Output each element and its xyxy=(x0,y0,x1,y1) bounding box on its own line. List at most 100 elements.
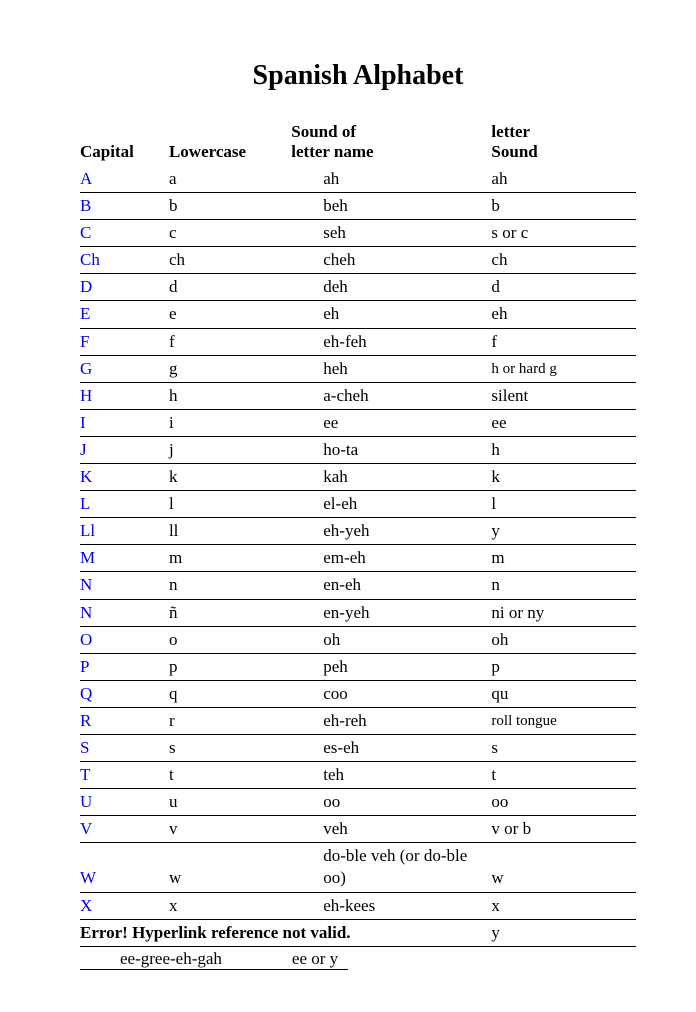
error-letter-sound: y xyxy=(491,919,636,946)
table-row: Aaahah xyxy=(80,166,636,193)
lowercase-cell: d xyxy=(169,274,291,301)
sound-name-cell: ho-ta xyxy=(291,436,491,463)
table-row: Rreh-rehroll tongue xyxy=(80,707,636,734)
capital-link[interactable]: F xyxy=(80,332,89,351)
capital-link[interactable]: Ll xyxy=(80,521,95,540)
table-row: Ffeh-fehf xyxy=(80,328,636,355)
capital-cell: P xyxy=(80,653,169,680)
lowercase-cell: n xyxy=(169,572,291,599)
letter-sound-cell: t xyxy=(491,762,636,789)
letter-sound-cell: k xyxy=(491,464,636,491)
sound-name-cell: en-eh xyxy=(291,572,491,599)
table-row: Dddehd xyxy=(80,274,636,301)
letter-sound-cell: oo xyxy=(491,789,636,816)
capital-link[interactable]: U xyxy=(80,792,92,811)
table-row: Iieeee xyxy=(80,409,636,436)
capital-link[interactable]: J xyxy=(80,440,87,459)
lowercase-cell: f xyxy=(169,328,291,355)
sound-name-cell: veh xyxy=(291,816,491,843)
col-header-lowercase: Lowercase xyxy=(169,120,291,166)
letter-sound-cell: n xyxy=(491,572,636,599)
letter-sound-cell: eh xyxy=(491,301,636,328)
lowercase-cell: a xyxy=(169,166,291,193)
table-row: Wwdo-ble veh (or do-ble oo)w xyxy=(80,843,636,892)
capital-link[interactable]: B xyxy=(80,196,91,215)
lowercase-cell: s xyxy=(169,734,291,761)
letter-sound-cell: ee xyxy=(491,409,636,436)
capital-link[interactable]: I xyxy=(80,413,86,432)
table-row: Sses-ehs xyxy=(80,734,636,761)
capital-link[interactable]: N xyxy=(80,575,92,594)
capital-cell: M xyxy=(80,545,169,572)
capital-cell: U xyxy=(80,789,169,816)
sound-name-cell: beh xyxy=(291,193,491,220)
capital-link[interactable]: Ch xyxy=(80,250,100,269)
table-row: Xxeh-keesx xyxy=(80,892,636,919)
capital-link[interactable]: C xyxy=(80,223,91,242)
table-row: Mmem-ehm xyxy=(80,545,636,572)
capital-link[interactable]: K xyxy=(80,467,92,486)
sound-name-cell: eh-feh xyxy=(291,328,491,355)
letter-sound-cell: ni or ny xyxy=(491,599,636,626)
capital-link[interactable]: A xyxy=(80,169,92,188)
capital-link[interactable]: X xyxy=(80,896,92,915)
letter-sound-cell: s xyxy=(491,734,636,761)
lowercase-cell: u xyxy=(169,789,291,816)
lowercase-cell: b xyxy=(169,193,291,220)
capital-cell: T xyxy=(80,762,169,789)
col-header-sound-l2: letter name xyxy=(291,142,373,161)
capital-link[interactable]: M xyxy=(80,548,95,567)
capital-cell: V xyxy=(80,816,169,843)
table-row: Chchchehch xyxy=(80,247,636,274)
capital-link[interactable]: N xyxy=(80,603,92,622)
sound-name-cell: es-eh xyxy=(291,734,491,761)
document-page: Spanish Alphabet Capital Lowercase Sound… xyxy=(0,0,696,1012)
lowercase-cell: ñ xyxy=(169,599,291,626)
letter-sound-cell: roll tongue xyxy=(491,707,636,734)
capital-cell: C xyxy=(80,220,169,247)
table-row: Nnen-ehn xyxy=(80,572,636,599)
sound-name-cell: seh xyxy=(291,220,491,247)
capital-link[interactable]: V xyxy=(80,819,92,838)
capital-link[interactable]: P xyxy=(80,657,89,676)
letter-sound-cell: oh xyxy=(491,626,636,653)
letter-sound-cell: v or b xyxy=(491,816,636,843)
sound-name-cell: cheh xyxy=(291,247,491,274)
capital-cell: J xyxy=(80,436,169,463)
lowercase-cell: g xyxy=(169,355,291,382)
capital-link[interactable]: O xyxy=(80,630,92,649)
extra-line: ee-gree-eh-gahee or y xyxy=(80,947,636,972)
lowercase-cell: p xyxy=(169,653,291,680)
capital-link[interactable]: G xyxy=(80,359,92,378)
capital-cell: Q xyxy=(80,680,169,707)
letter-sound-cell: ch xyxy=(491,247,636,274)
letter-sound-cell: y xyxy=(491,518,636,545)
col-header-letter-l2: Sound xyxy=(491,142,537,161)
capital-cell: X xyxy=(80,892,169,919)
capital-link[interactable]: T xyxy=(80,765,90,784)
table-row: Kkkahk xyxy=(80,464,636,491)
lowercase-cell: k xyxy=(169,464,291,491)
capital-cell: O xyxy=(80,626,169,653)
capital-link[interactable]: E xyxy=(80,304,90,323)
sound-name-cell: deh xyxy=(291,274,491,301)
capital-cell: E xyxy=(80,301,169,328)
capital-link[interactable]: W xyxy=(80,868,96,887)
capital-link[interactable]: D xyxy=(80,277,92,296)
letter-sound-cell: m xyxy=(491,545,636,572)
letter-sound-cell: s or c xyxy=(491,220,636,247)
col-header-capital: Capital xyxy=(80,120,169,166)
col-header-letter: letter Sound xyxy=(491,120,636,166)
alphabet-table: Capital Lowercase Sound of letter name l… xyxy=(80,120,636,947)
capital-link[interactable]: R xyxy=(80,711,91,730)
capital-cell: D xyxy=(80,274,169,301)
capital-link[interactable]: Q xyxy=(80,684,92,703)
capital-cell: N xyxy=(80,572,169,599)
capital-link[interactable]: S xyxy=(80,738,89,757)
capital-link[interactable]: L xyxy=(80,494,90,513)
table-row: Ooohoh xyxy=(80,626,636,653)
sound-name-cell: eh-kees xyxy=(291,892,491,919)
letter-sound-cell: d xyxy=(491,274,636,301)
capital-link[interactable]: H xyxy=(80,386,92,405)
col-header-sound-l1: Sound of xyxy=(291,122,356,141)
